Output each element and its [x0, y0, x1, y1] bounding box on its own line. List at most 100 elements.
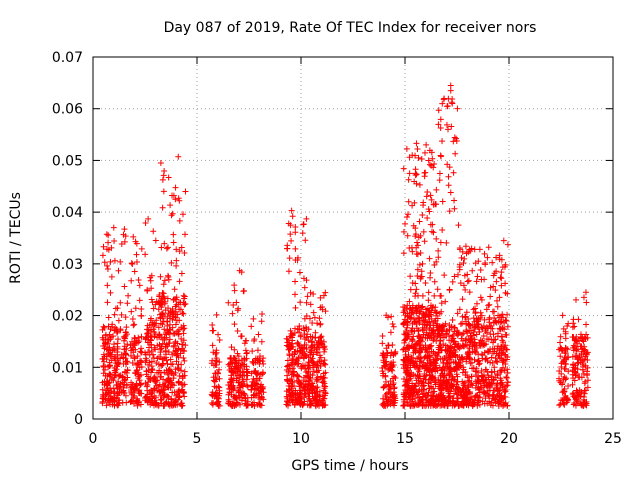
data-point — [559, 312, 566, 319]
data-point — [232, 370, 239, 377]
data-point — [426, 147, 433, 154]
data-point — [489, 380, 496, 387]
data-point — [498, 282, 505, 289]
data-point — [248, 394, 255, 401]
data-point — [444, 363, 451, 370]
data-point — [565, 382, 572, 389]
data-point — [231, 287, 238, 294]
data-point — [167, 367, 174, 374]
data-point — [437, 152, 444, 159]
data-point — [406, 170, 413, 177]
data-point — [422, 365, 429, 372]
data-point — [158, 362, 165, 369]
data-point — [419, 402, 426, 409]
data-point — [170, 239, 177, 246]
data-point — [578, 401, 585, 408]
data-point — [430, 359, 437, 366]
data-point — [173, 257, 180, 264]
data-point — [182, 188, 189, 195]
data-point — [475, 361, 482, 368]
data-point — [295, 341, 302, 348]
data-point — [449, 373, 456, 380]
data-point — [228, 344, 235, 351]
data-point — [299, 230, 306, 237]
data-point — [428, 196, 435, 203]
data-point — [112, 324, 119, 331]
data-point — [136, 297, 143, 304]
data-point — [484, 358, 491, 365]
data-point — [161, 355, 168, 362]
data-point — [213, 311, 220, 318]
data-point — [569, 324, 576, 331]
data-point — [182, 231, 189, 238]
data-point — [284, 339, 291, 346]
data-point — [451, 205, 458, 212]
data-point — [209, 322, 216, 329]
data-point — [413, 140, 420, 147]
data-point — [500, 237, 507, 244]
data-point — [103, 231, 110, 238]
data-point — [453, 137, 460, 144]
data-point — [446, 384, 453, 391]
data-point — [580, 394, 587, 401]
data-point — [387, 329, 394, 336]
data-point — [320, 360, 327, 367]
data-point — [171, 286, 178, 293]
data-point — [150, 228, 157, 235]
data-point — [307, 364, 313, 371]
data-point — [570, 347, 577, 354]
data-point — [142, 380, 149, 387]
data-point — [449, 397, 456, 404]
data-point — [288, 330, 295, 337]
data-point — [463, 321, 470, 328]
data-point — [455, 271, 462, 278]
data-point — [490, 283, 497, 290]
y-tick-label: 0.02 — [52, 309, 83, 325]
data-point — [400, 390, 407, 397]
data-point — [473, 380, 480, 387]
data-point — [446, 208, 453, 215]
data-point — [259, 311, 266, 318]
data-point — [169, 210, 176, 217]
data-point — [478, 324, 485, 331]
data-point — [433, 258, 440, 265]
data-point — [169, 192, 176, 199]
data-point — [414, 239, 421, 246]
data-point — [445, 126, 452, 133]
data-point — [562, 328, 569, 335]
data-point — [142, 397, 149, 404]
data-point — [406, 389, 413, 396]
data-point — [302, 352, 309, 359]
data-point — [418, 386, 425, 393]
data-point — [228, 379, 235, 386]
data-point — [118, 351, 125, 358]
data-point — [413, 251, 420, 258]
data-point — [416, 261, 423, 268]
data-point — [165, 329, 172, 336]
data-point — [476, 360, 483, 367]
data-point — [250, 315, 257, 322]
data-point — [147, 277, 154, 284]
data-point — [127, 352, 134, 359]
data-point — [155, 324, 162, 331]
data-point — [287, 327, 294, 334]
data-point — [128, 390, 135, 397]
data-point — [473, 300, 480, 307]
data-point — [416, 332, 423, 339]
data-point — [414, 146, 421, 153]
data-point — [494, 372, 501, 379]
data-point — [156, 292, 163, 299]
data-point — [292, 397, 299, 404]
data-point — [235, 363, 242, 370]
data-point — [403, 324, 410, 331]
data-point — [400, 365, 407, 372]
data-point — [157, 346, 164, 353]
data-point — [469, 267, 476, 274]
data-point — [143, 368, 150, 375]
data-point — [147, 326, 154, 333]
data-point — [494, 343, 501, 350]
data-point — [407, 273, 414, 280]
data-point — [296, 269, 303, 276]
data-point — [159, 204, 166, 211]
data-point — [129, 261, 136, 268]
